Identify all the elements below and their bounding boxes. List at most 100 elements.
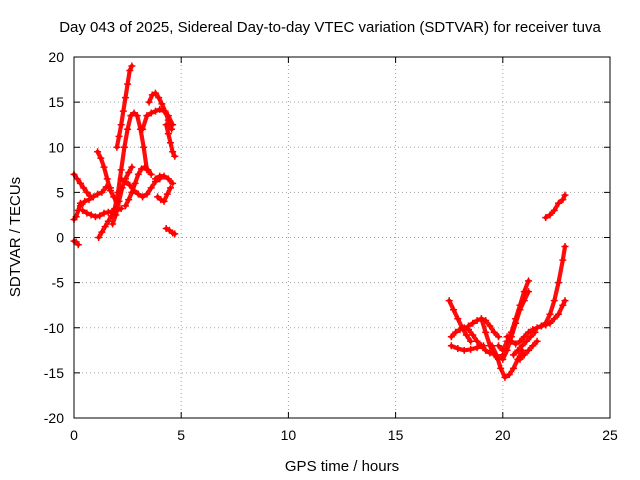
- data-point: [525, 328, 533, 336]
- data-point: [452, 328, 460, 336]
- data-point: [454, 345, 462, 353]
- data-point: [98, 188, 106, 196]
- data-point: [488, 342, 496, 350]
- data-point: [74, 241, 82, 249]
- data-point: [91, 213, 99, 221]
- data-point: [169, 179, 177, 187]
- data-point: [520, 333, 528, 341]
- data-point: [73, 175, 81, 183]
- data-point: [125, 169, 133, 177]
- data-point: [128, 62, 136, 70]
- data-point: [133, 112, 141, 120]
- data-point: [111, 205, 119, 213]
- data-point: [503, 346, 511, 354]
- data-point: [125, 196, 133, 204]
- data-point: [166, 184, 174, 192]
- series-trace-s11: [119, 176, 162, 199]
- data-point: [94, 148, 102, 156]
- data-point: [121, 178, 129, 186]
- data-point: [134, 170, 142, 178]
- data-point: [117, 121, 125, 129]
- data-point: [559, 196, 567, 204]
- data-point: [490, 328, 498, 336]
- data-point: [151, 89, 159, 97]
- data-point: [467, 337, 475, 345]
- data-point: [525, 288, 533, 296]
- data-point: [518, 342, 526, 350]
- data-point: [454, 315, 462, 323]
- data-point: [161, 107, 169, 115]
- data-point: [104, 217, 112, 225]
- y-tick-label: -10: [44, 320, 64, 336]
- data-point: [559, 256, 567, 264]
- data-point: [124, 80, 132, 88]
- data-point: [171, 230, 179, 238]
- data-point: [83, 188, 91, 196]
- data-point: [120, 143, 128, 151]
- data-point: [469, 331, 477, 339]
- data-point: [529, 342, 537, 350]
- data-point: [449, 306, 457, 314]
- data-point: [516, 337, 524, 345]
- axis-ticks: 0 5 10 15 20 25 20 15 10 5 0 -5 -10 -15 -20: [44, 49, 618, 443]
- data-point: [128, 188, 136, 196]
- data-point: [512, 340, 520, 348]
- x-tick-label: 5: [177, 427, 185, 443]
- chart-title: Day 043 of 2025, Sidereal Day-to-day VTE…: [59, 19, 601, 36]
- data-point: [162, 121, 170, 129]
- data-point: [139, 193, 147, 201]
- data-point: [144, 166, 152, 174]
- data-point: [104, 208, 112, 216]
- data-point: [561, 297, 569, 305]
- data-point: [87, 211, 95, 219]
- data-point: [115, 132, 123, 140]
- data-point: [467, 345, 475, 353]
- data-point: [119, 107, 127, 115]
- data-point: [542, 214, 550, 222]
- data-point: [147, 184, 155, 192]
- series-trace-s23: [479, 316, 505, 362]
- data-point: [164, 130, 172, 138]
- data-point: [114, 188, 122, 196]
- data-point: [140, 143, 148, 151]
- y-tick-label: -20: [44, 410, 64, 426]
- data-point: [460, 346, 468, 354]
- data-point: [101, 223, 109, 231]
- data-point: [520, 297, 528, 305]
- data-point: [95, 234, 103, 241]
- data-point: [522, 337, 530, 345]
- data-point: [510, 351, 518, 359]
- data-point: [514, 346, 522, 354]
- data-point: [126, 181, 134, 189]
- data-point: [462, 331, 470, 339]
- data-point: [555, 279, 563, 287]
- data-point: [550, 297, 558, 305]
- data-point: [164, 175, 172, 183]
- data-point: [81, 197, 89, 205]
- data-point: [460, 324, 468, 332]
- data-point: [546, 310, 554, 318]
- data-point: [139, 125, 147, 133]
- data-point: [555, 199, 563, 207]
- data-point: [516, 306, 524, 314]
- x-tick-label: 20: [495, 427, 511, 443]
- data-point: [121, 202, 129, 210]
- data-point: [158, 100, 166, 108]
- data-point: [83, 209, 91, 217]
- data-point: [97, 154, 105, 162]
- y-tick-label: -5: [52, 275, 65, 291]
- y-tick-label: 5: [56, 184, 64, 200]
- data-point: [486, 322, 494, 330]
- data-point: [126, 67, 134, 75]
- data-point: [445, 297, 453, 305]
- data-point: [542, 319, 550, 327]
- data-point: [501, 373, 509, 381]
- data-point: [550, 315, 558, 323]
- data-point: [464, 322, 472, 330]
- data-point: [124, 125, 132, 133]
- data-point: [520, 351, 528, 359]
- data-point: [151, 175, 159, 183]
- data-point: [128, 163, 136, 171]
- data-point: [155, 94, 163, 102]
